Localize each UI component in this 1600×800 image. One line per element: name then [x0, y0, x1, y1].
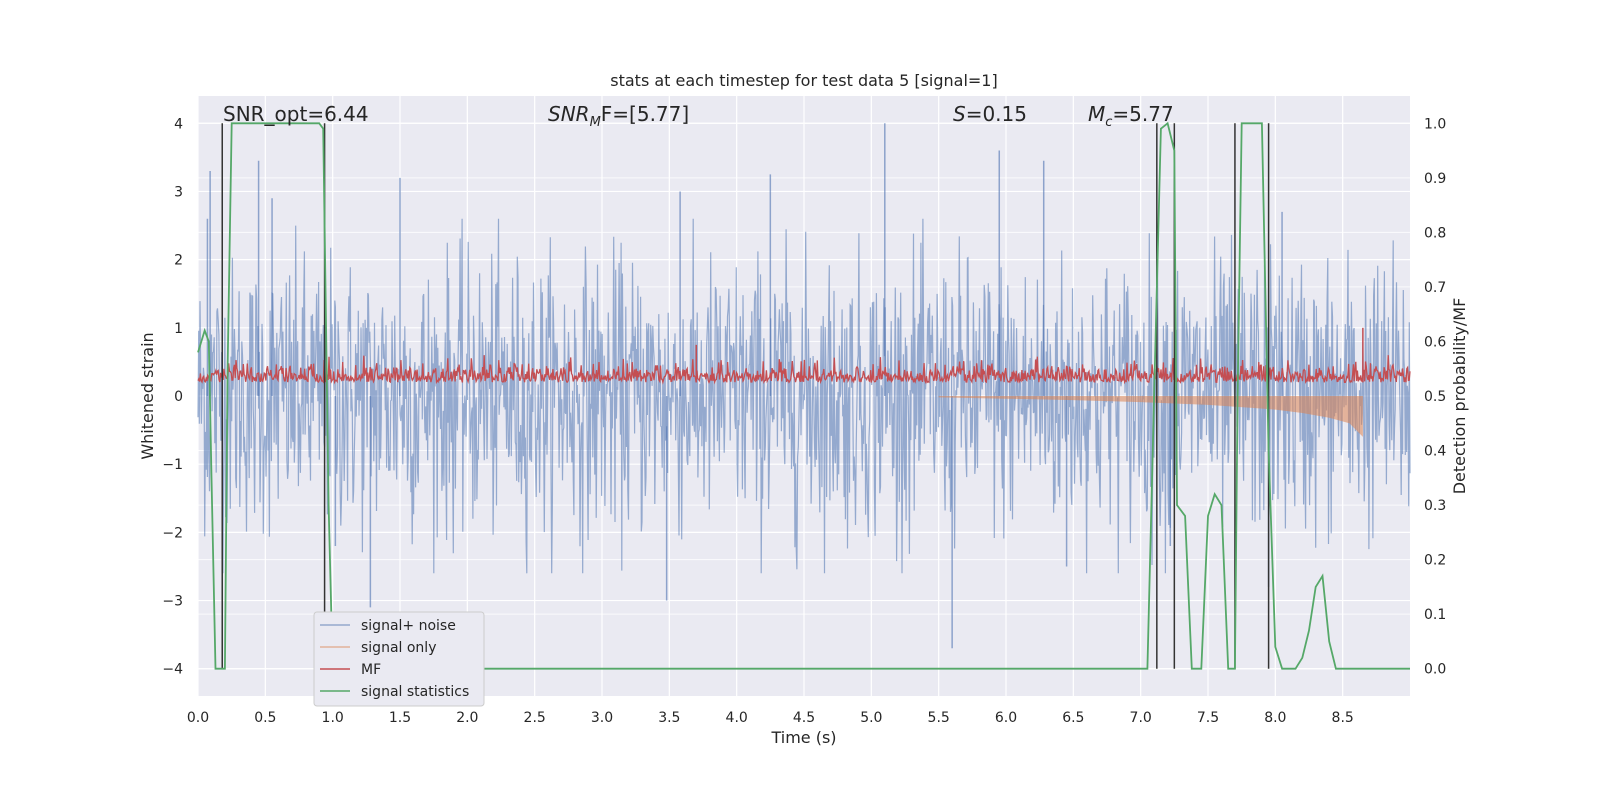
- y2-tick-label: 1.0: [1424, 116, 1446, 132]
- annotation-snr-mf-main: SNR: [548, 102, 590, 126]
- y2-tick-label: 0.1: [1424, 607, 1446, 623]
- x-tick-label: 7.5: [1197, 710, 1219, 726]
- x-axis-label: Time (s): [770, 728, 836, 747]
- x-tick-label: 4.0: [726, 710, 748, 726]
- chart-title: stats at each timestep for test data 5 […: [610, 71, 997, 90]
- x-tick-label: 6.0: [995, 710, 1017, 726]
- y2-tick-label: 0.4: [1424, 444, 1446, 460]
- legend: signal+ noise signal only MF signal stat…: [313, 611, 485, 707]
- x-tick-label: 4.5: [793, 710, 815, 726]
- y-tick-label: −1: [162, 457, 183, 473]
- x-tick-label: 0.5: [254, 710, 276, 726]
- x-tick-label: 7.0: [1130, 710, 1152, 726]
- annotation-mc-rest: =5.77: [1112, 102, 1173, 126]
- y2-tick-label: 0.0: [1424, 662, 1446, 678]
- x-tick-label: 5.0: [860, 710, 882, 726]
- y2-tick-label: 0.6: [1424, 334, 1446, 350]
- annotation-snr-mf-rest: F=[5.77]: [601, 102, 689, 126]
- signal-statistics-line: [197, 121, 1410, 670]
- x-tick-label: 1.5: [389, 710, 411, 726]
- y2-axis-label: Detection probability/MF: [1450, 298, 1469, 495]
- x-tick-label: 3.5: [658, 710, 680, 726]
- x-tick-label: 3.0: [591, 710, 613, 726]
- x-tick-label: 6.5: [1062, 710, 1084, 726]
- y-tick-label: 1: [174, 321, 183, 337]
- y2-tick-label: 0.2: [1424, 553, 1446, 569]
- annotation-snr-mf: SNRMF=[5.77]: [548, 102, 689, 130]
- annotation-s-main: S: [953, 102, 966, 126]
- legend-box: [313, 611, 485, 707]
- y-tick-label: −3: [162, 594, 183, 610]
- axis-ticks: 0.0 0.5 1.0 1.5 2.0 2.5 3.0 3.5 4.0 4.5 5.0 5.5 6.0 6…: [162, 116, 1446, 726]
- signal-noise-line: [197, 218, 1411, 574]
- y2-tick-label: 0.8: [1424, 225, 1446, 241]
- series-signal-only: [938, 396, 1363, 437]
- annotation-s: S=0.15: [953, 102, 1027, 126]
- y2-tick-label: 0.9: [1424, 171, 1446, 187]
- mf-line: [197, 355, 1411, 385]
- annotation-mc: Mc=5.77: [1088, 102, 1174, 130]
- x-tick-label: 0.0: [187, 710, 209, 726]
- y-axis-label: Whitened strain: [138, 332, 157, 459]
- annotation-mc-main: M: [1088, 102, 1105, 126]
- x-tick-label: 2.0: [456, 710, 478, 726]
- legend-label-signal-noise: signal+ noise: [361, 618, 456, 634]
- legend-label-signal-statistics: signal statistics: [361, 684, 469, 700]
- legend-label-signal-only: signal only: [361, 640, 436, 656]
- y-tick-label: 4: [174, 116, 183, 132]
- series-mf: [197, 327, 1411, 385]
- y-tick-label: 2: [174, 253, 183, 269]
- y-tick-label: 0: [174, 389, 183, 405]
- y-tick-label: 3: [174, 184, 183, 200]
- annotation-mc-sub: c: [1105, 115, 1112, 130]
- x-tick-label: 8.0: [1264, 710, 1286, 726]
- x-tick-label: 8.5: [1332, 710, 1354, 726]
- signal-only-area: [938, 396, 1363, 437]
- y2-tick-label: 0.3: [1424, 498, 1446, 514]
- x-tick-label: 2.5: [524, 710, 546, 726]
- y-tick-label: −2: [162, 525, 183, 541]
- y-tick-label: −4: [162, 662, 183, 678]
- y2-tick-label: 0.7: [1424, 280, 1446, 296]
- x-tick-label: 1.0: [322, 710, 344, 726]
- series-signal-noise: [197, 123, 1411, 649]
- y2-tick-label: 0.5: [1424, 389, 1446, 405]
- annotation-snr-opt: SNR_opt=6.44: [223, 102, 369, 126]
- legend-label-mf: MF: [361, 662, 381, 678]
- x-tick-label: 5.5: [928, 710, 950, 726]
- annotation-s-rest: =0.15: [966, 102, 1027, 126]
- annotation-snr-mf-sub: M: [590, 115, 601, 130]
- series-signal-statistics: [197, 121, 1410, 670]
